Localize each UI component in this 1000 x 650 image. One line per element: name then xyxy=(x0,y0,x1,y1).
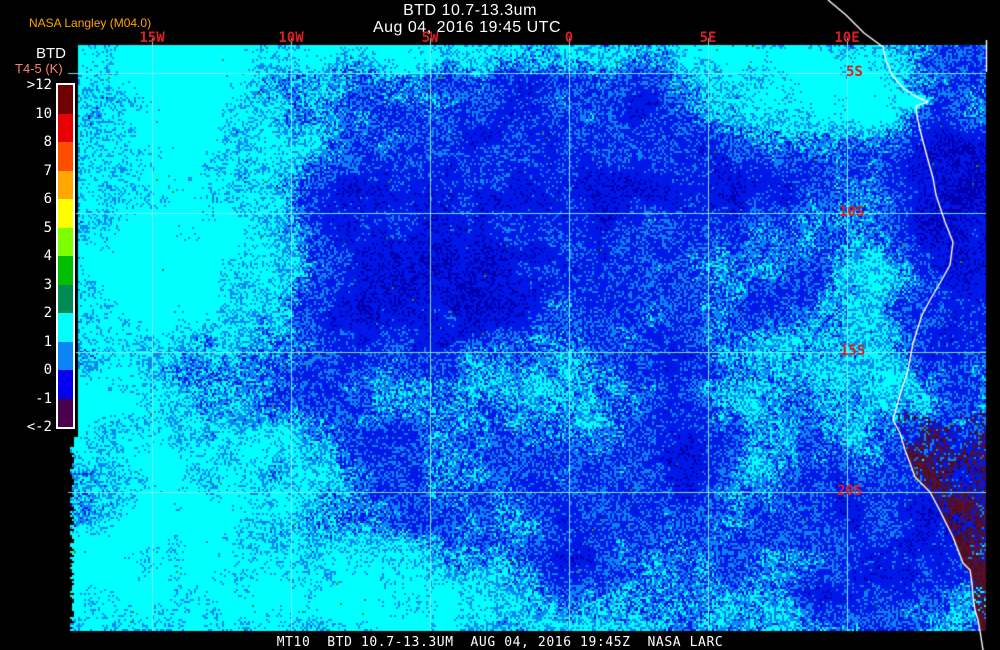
lat-label-20S: 20S xyxy=(837,483,863,499)
lon-label-10E: 10E xyxy=(834,30,860,46)
colorbar-tick-4: 6 xyxy=(43,191,52,207)
colorbar-tick-9: 1 xyxy=(43,333,52,350)
colorbar-tick-0: >12 xyxy=(26,77,52,93)
colorbar xyxy=(56,83,75,429)
colorbar-segment-7 xyxy=(58,284,73,313)
lat-label-10S: 10S xyxy=(839,204,865,220)
colorbar-tick-3: 7 xyxy=(43,162,52,179)
colorbar-tick-5: 5 xyxy=(43,219,52,236)
lon-label-5W: 5W xyxy=(421,30,439,46)
credit-label: NASA Langley (M04.0) xyxy=(29,16,152,30)
colorbar-title: BTD xyxy=(36,45,66,62)
colorbar-segment-5 xyxy=(58,227,73,256)
lon-label-5E: 5E xyxy=(699,30,717,46)
colorbar-tick-7: 3 xyxy=(43,276,52,293)
colorbar-segment-9 xyxy=(58,341,73,370)
colorbar-tick-1: 10 xyxy=(35,105,52,122)
footer-status-text: MT10 BTD 10.7-13.3UM AUG 04, 2016 19:45Z… xyxy=(276,635,724,650)
colorbar-units: T4-5 (K) xyxy=(15,61,63,76)
page-title: BTD 10.7-13.3um xyxy=(403,2,537,19)
lat-label-5S: 5S xyxy=(846,64,863,80)
colorbar-segment-2 xyxy=(58,142,73,171)
colorbar-tick-12: <-2 xyxy=(26,419,52,435)
lat-label-15S: 15S xyxy=(840,343,866,359)
lon-label-0: 0 xyxy=(564,30,574,46)
colorbar-tick-11: -1 xyxy=(35,390,52,407)
colorbar-segment-4 xyxy=(58,199,73,228)
colorbar-tick-2: 8 xyxy=(43,134,52,150)
timestamp-label: Aug 04, 2016 19:45 UTC xyxy=(372,19,561,36)
colorbar-segment-0 xyxy=(58,85,73,114)
colorbar-segment-1 xyxy=(58,113,73,142)
colorbar-segment-6 xyxy=(58,256,73,285)
colorbar-tick-6: 4 xyxy=(43,248,52,264)
colorbar-tick-8: 2 xyxy=(43,305,52,321)
colorbar-tick-10: 0 xyxy=(43,362,52,378)
colorbar-segment-10 xyxy=(58,370,73,399)
lon-label-10W: 10W xyxy=(278,30,304,46)
lon-label-15W: 15W xyxy=(139,30,165,46)
colorbar-segment-8 xyxy=(58,313,73,342)
colorbar-segment-3 xyxy=(58,170,73,199)
colorbar-segment-11 xyxy=(58,398,73,427)
